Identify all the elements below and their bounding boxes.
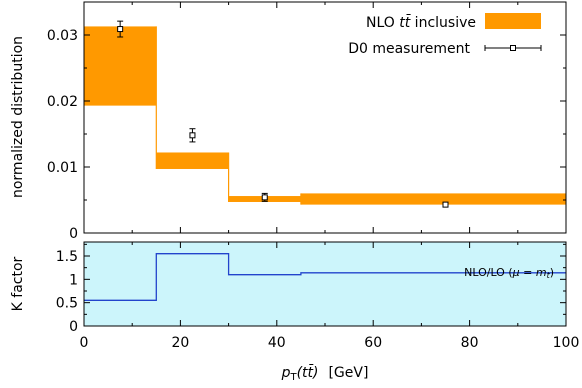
nlo-bands: [84, 26, 566, 205]
legend: NLO tt̄ inclusive D0 measurement: [348, 13, 542, 57]
legend-label-nlo: NLO tt̄ inclusive: [366, 13, 476, 31]
main-panel: 0 0.01 0.02 0.03 normalized distribution NL…: [10, 1, 567, 242]
ratio-y-tick-label-1: 0.5: [56, 296, 78, 312]
ratio-y-axis: 0 0.5 1 1.5: [56, 243, 566, 335]
main-y-tick-label-3: 0.03: [47, 28, 78, 44]
main-y-axis: 0 0.01 0.02 0.03: [47, 28, 566, 242]
ratio-annotation: NLO/LO (μ = mt): [464, 266, 554, 280]
x-tick-label-5: 100: [553, 335, 580, 351]
nlo-band-bin-0: [84, 26, 157, 106]
x-axis-label: pT(tt̄) [GeV]: [281, 363, 369, 383]
legend-label-d0: D0 measurement: [348, 41, 470, 57]
nlo-band-bin-3: [300, 193, 566, 205]
x-tick-label-1: 20: [171, 335, 189, 351]
x-tick-label-3: 60: [364, 335, 382, 351]
ratio-y-axis-label: K factor: [10, 256, 26, 311]
main-x-ticks: [83, 2, 567, 233]
ratio-y-tick-label-3: 1.5: [56, 249, 78, 265]
ratio-x-axis: 0 20 40 60 80 100: [80, 242, 580, 351]
d0-points: [117, 20, 449, 208]
d0-point-0: [117, 20, 124, 38]
ratio-y-tick-label-2: 1: [69, 272, 78, 288]
x-tick-label-2: 40: [268, 335, 286, 351]
main-y-tick-label-1: 0.01: [47, 160, 78, 176]
d0-point-2: [261, 192, 268, 202]
nlo-band-bin-1: [156, 152, 229, 169]
k-factor-line: [84, 253, 566, 301]
d0-point-1: [189, 128, 196, 143]
legend-swatch-nlo: [485, 13, 541, 29]
ratio-plot-area: [84, 242, 566, 326]
legend-marker-d0: [484, 45, 542, 51]
ratio-panel: 0 0.5 1 1.5 0 20 40 60 80 100 K factor NLO/LO (μ…: [10, 241, 580, 383]
main-y-tick-label-2: 0.02: [47, 94, 78, 110]
x-tick-label-4: 80: [461, 335, 479, 351]
ratio-y-tick-label-0: 0: [69, 319, 78, 335]
d0-point-3: [442, 201, 449, 208]
main-y-tick-label-0: 0: [69, 226, 78, 242]
main-y-axis-label: normalized distribution: [10, 36, 26, 198]
x-tick-label-0: 0: [80, 335, 89, 351]
